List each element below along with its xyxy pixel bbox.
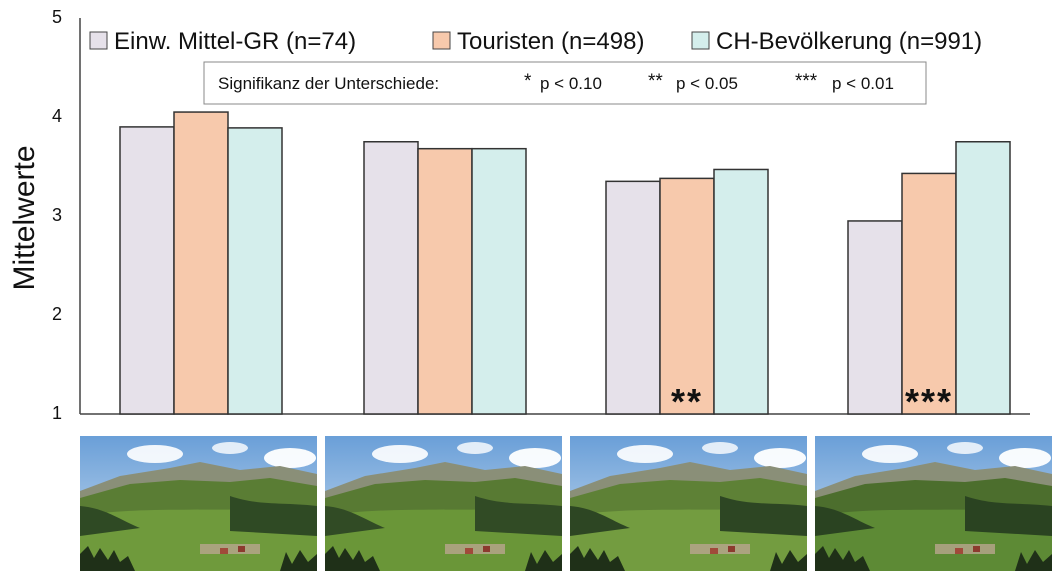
bar-1-series-2 — [173, 111, 229, 415]
landscape-photo-strip — [80, 436, 1055, 571]
y-axis-label: Mittelwerte — [8, 145, 41, 290]
bar-3-series-3 — [713, 168, 769, 415]
legend-swatch-touristen — [432, 31, 451, 50]
bar-4-series-1 — [847, 220, 903, 415]
legend-label-touristen: Touristen (n=498) — [457, 28, 644, 55]
bar-2-series-1 — [363, 141, 419, 415]
significance-annotations: ** *** — [671, 381, 953, 422]
legend-label-ch: CH-Bevölkerung (n=991) — [716, 28, 982, 55]
significance-title: Signifikanz der Unterschiede: — [218, 74, 439, 93]
y-tick-label: 1 — [52, 403, 62, 423]
landscape-photo-4 — [815, 436, 1052, 571]
sig-label-3: p < 0.01 — [832, 74, 894, 93]
bar-2-series-3 — [471, 147, 527, 415]
bar-4-series-2 — [901, 172, 957, 415]
landscape-photo-1 — [80, 436, 317, 571]
bar-1-series-3 — [227, 127, 283, 415]
significance-stars: *** — [905, 381, 953, 422]
landscape-photo-icon — [815, 436, 1052, 571]
bar-3-series-2 — [659, 177, 715, 415]
y-tick-label: 4 — [52, 106, 62, 126]
sig-stars-3: *** — [795, 71, 818, 92]
bar-2-series-2 — [417, 147, 473, 415]
landscape-photo-icon — [325, 436, 562, 571]
bar-series-group — [119, 111, 1011, 415]
bar-1-series-1 — [119, 126, 175, 415]
landscape-photo-icon — [80, 436, 317, 571]
significance-box: Signifikanz der Unterschiede: * p < 0.10… — [203, 61, 927, 105]
sig-label-2: p < 0.05 — [676, 74, 738, 93]
landscape-photo-icon — [570, 436, 807, 571]
sig-stars-1: * — [524, 71, 532, 92]
sig-label-1: p < 0.10 — [540, 74, 602, 93]
y-tick-labels: 1 2 3 4 5 — [52, 7, 62, 423]
legend-label-einw: Einw. Mittel-GR (n=74) — [114, 28, 356, 55]
landscape-photo-2 — [325, 436, 562, 571]
y-tick-label: 2 — [52, 304, 62, 324]
bar-4-series-3 — [955, 141, 1011, 415]
legend-swatch-einw — [89, 31, 108, 50]
sig-stars-2: ** — [648, 71, 663, 92]
y-tick-label: 3 — [52, 205, 62, 225]
bar-3-series-1 — [605, 180, 661, 415]
y-tick-label: 5 — [52, 7, 62, 27]
legend: Einw. Mittel-GR (n=74) Touristen (n=498)… — [89, 28, 982, 55]
significance-stars: ** — [671, 381, 703, 422]
legend-swatch-ch — [691, 31, 710, 50]
landscape-photo-3 — [570, 436, 807, 571]
